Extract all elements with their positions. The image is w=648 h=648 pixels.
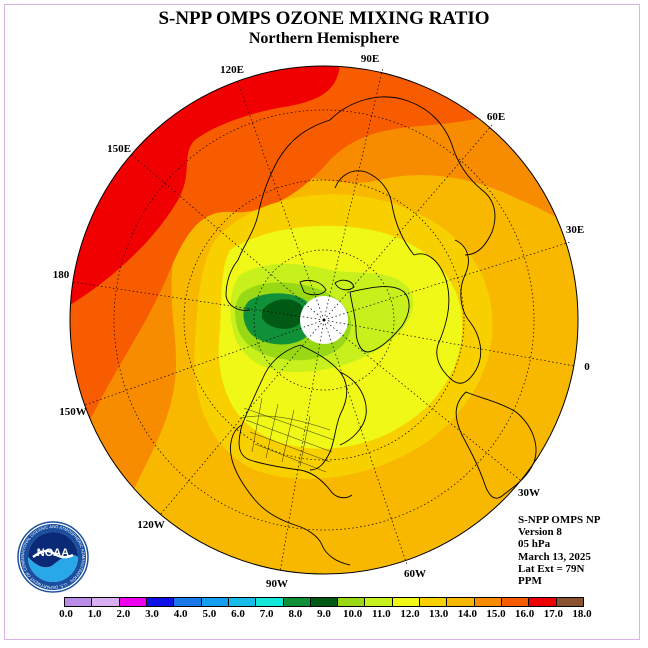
lon-label-180: 180 bbox=[53, 269, 70, 281]
lon-label-150w: 150W bbox=[59, 406, 87, 418]
lon-label-90e: 90E bbox=[361, 53, 379, 65]
lon-label-30w: 30W bbox=[518, 487, 540, 499]
color-scale-swatch bbox=[392, 598, 421, 606]
lon-label-120e: 120E bbox=[220, 64, 244, 76]
lon-label-90w: 90W bbox=[266, 578, 288, 590]
color-scale-tick-label: 4.0 bbox=[173, 608, 188, 620]
lon-label-30e: 30E bbox=[566, 224, 584, 236]
color-scale-tick-label: 18.0 bbox=[572, 608, 592, 620]
info-instrument: S-NPP OMPS NP bbox=[518, 514, 601, 526]
info-pressure-level: 05 hPa bbox=[518, 538, 551, 551]
map-boundary bbox=[69, 65, 579, 575]
color-scale-swatch bbox=[338, 598, 366, 606]
political-borders bbox=[239, 397, 335, 473]
color-scale-swatch bbox=[420, 598, 448, 606]
color-scale-swatch bbox=[92, 598, 120, 606]
color-scale-swatch bbox=[146, 598, 175, 606]
color-scale-tick-label: 2.0 bbox=[116, 608, 131, 620]
map-title: S-NPP OMPS OZONE MIXING RATIO bbox=[158, 8, 490, 29]
color-scale-tick-label: 8.0 bbox=[288, 608, 303, 620]
color-scale-tick-label: 14.0 bbox=[457, 608, 477, 620]
color-scale-ticks: 0.0 1.0 2.0 3.0 4.0 5.0 6.0 7.0 8.0 9.0 10.0 11.0 12… bbox=[0, 608, 648, 622]
color-scale-tick-label: 3.0 bbox=[145, 608, 159, 620]
color-scale-swatch bbox=[174, 598, 202, 606]
svg-text:NOAA: NOAA bbox=[37, 547, 69, 559]
info-units: PPM bbox=[518, 575, 542, 588]
color-scale-swatch bbox=[365, 598, 393, 606]
meridians bbox=[71, 66, 575, 573]
info-version: Version 8 bbox=[518, 526, 562, 539]
color-scale-swatch bbox=[119, 598, 147, 606]
color-scale-swatch bbox=[529, 598, 557, 606]
lon-label-120w: 120W bbox=[137, 519, 165, 531]
product-info: S-NPP OMPS NP Version 8 05 hPa March 13,… bbox=[518, 514, 601, 587]
color-scale-swatch bbox=[65, 598, 93, 606]
color-scale-tick-label: 13.0 bbox=[429, 608, 449, 620]
lon-label-150e: 150E bbox=[107, 143, 131, 155]
latitude-circles bbox=[113, 109, 535, 531]
info-lat-extent: Lat Ext = 79N bbox=[518, 562, 585, 575]
color-scale-tick-label: 6.0 bbox=[231, 608, 245, 620]
figure-frame bbox=[4, 4, 640, 640]
color-scale-swatch bbox=[556, 598, 583, 606]
color-scale-swatch bbox=[502, 598, 530, 606]
info-date: March 13, 2025 bbox=[518, 550, 591, 563]
color-scale-swatch bbox=[228, 598, 257, 606]
lon-label-60w: 60W bbox=[404, 568, 426, 580]
color-scale-tick-label: 0.0 bbox=[59, 608, 73, 620]
color-scale-tick-label: 12.0 bbox=[400, 608, 420, 620]
lon-label-0: 0 bbox=[584, 361, 590, 373]
lon-label-60e: 60E bbox=[487, 111, 505, 123]
color-scale-swatch bbox=[201, 598, 229, 606]
color-scale-tick-label: 16.0 bbox=[515, 608, 535, 620]
color-scale-tick-label: 11.0 bbox=[372, 608, 391, 620]
color-scale-swatch bbox=[310, 598, 339, 606]
color-scale-bar bbox=[64, 597, 584, 607]
color-scale-tick-label: 5.0 bbox=[202, 608, 217, 620]
color-scale-tick-label: 1.0 bbox=[87, 608, 102, 620]
coastlines bbox=[225, 96, 537, 566]
color-scale-tick-label: 7.0 bbox=[259, 608, 274, 620]
noaa-logo: NOAA NATIONAL OCEANIC AND ATMOSPHERIC AD… bbox=[17, 521, 89, 593]
color-scale-swatch bbox=[447, 598, 475, 606]
color-scale-tick-label: 17.0 bbox=[543, 608, 563, 620]
color-scale-swatch bbox=[283, 598, 311, 606]
color-scale-tick-label: 15.0 bbox=[486, 608, 506, 620]
color-scale-tick-label: 10.0 bbox=[343, 608, 363, 620]
color-scale-tick-label: 9.0 bbox=[317, 608, 331, 620]
longitude-labels: 90E 60E 30E 0 30W 60W 90W 120W 150W 180 … bbox=[53, 53, 591, 590]
map-subtitle: Northern Hemisphere bbox=[248, 30, 400, 47]
color-scale-swatch bbox=[256, 598, 284, 606]
color-scale-swatch bbox=[474, 598, 502, 606]
